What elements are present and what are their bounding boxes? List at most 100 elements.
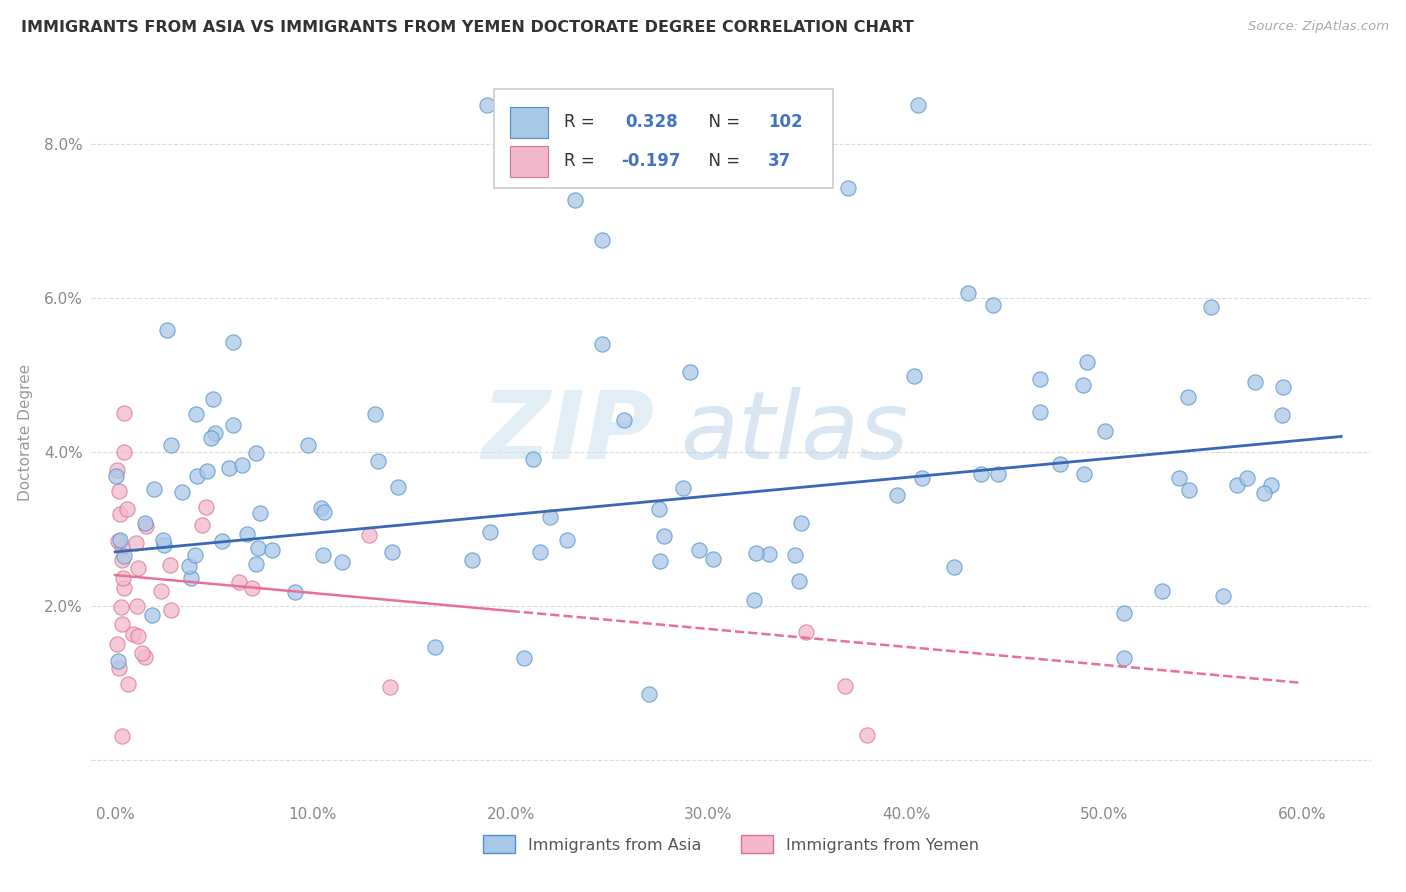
Point	[1212, 589, 1234, 603]
Point	[758, 548, 780, 562]
Point	[638, 687, 661, 701]
Point	[112, 445, 135, 459]
Point	[837, 181, 859, 195]
Point	[242, 581, 264, 595]
Point	[204, 425, 226, 440]
Text: -0.197: -0.197	[621, 152, 681, 169]
Text: Source: ZipAtlas.com: Source: ZipAtlas.com	[1249, 20, 1389, 33]
Point	[312, 505, 335, 519]
Point	[153, 538, 176, 552]
Point	[1177, 390, 1199, 404]
Point	[794, 625, 817, 640]
Point	[184, 548, 207, 562]
Bar	[510, 107, 548, 138]
Point	[222, 335, 245, 350]
Text: IMMIGRANTS FROM ASIA VS IMMIGRANTS FROM YEMEN DOCTORATE DEGREE CORRELATION CHART: IMMIGRANTS FROM ASIA VS IMMIGRANTS FROM …	[21, 20, 914, 35]
Point	[180, 571, 202, 585]
Text: 0.328: 0.328	[624, 112, 678, 131]
Point	[152, 533, 174, 548]
Point	[200, 431, 222, 445]
Text: R =: R =	[564, 152, 599, 169]
Point	[108, 533, 131, 548]
Point	[107, 533, 129, 548]
Point	[381, 544, 404, 558]
Point	[790, 516, 813, 530]
Point	[1167, 471, 1189, 485]
Point	[529, 544, 551, 558]
Point	[105, 463, 128, 477]
Point	[672, 482, 695, 496]
Point	[742, 592, 765, 607]
Point	[111, 553, 134, 567]
Point	[228, 575, 250, 590]
Point	[312, 549, 335, 563]
Point	[702, 551, 724, 566]
Point	[1150, 584, 1173, 599]
Point	[177, 559, 200, 574]
Point	[648, 501, 671, 516]
Point	[711, 139, 734, 153]
Point	[111, 729, 134, 743]
Point	[297, 438, 319, 452]
Point	[557, 533, 579, 547]
Point	[117, 676, 139, 690]
Point	[1114, 651, 1136, 665]
Point	[260, 542, 283, 557]
Text: 102: 102	[768, 112, 803, 131]
Point	[143, 482, 166, 496]
Point	[246, 541, 269, 555]
Point	[745, 546, 768, 560]
Point	[112, 406, 135, 420]
Point	[834, 679, 856, 693]
Point	[127, 560, 149, 574]
Point	[125, 599, 148, 614]
Point	[1226, 477, 1249, 491]
Point	[475, 98, 498, 112]
Point	[591, 337, 613, 351]
Point	[1114, 606, 1136, 620]
Point	[195, 500, 218, 514]
Point	[330, 555, 353, 569]
Point	[652, 529, 675, 543]
Point	[159, 603, 181, 617]
Point	[1253, 485, 1275, 500]
Point	[886, 488, 908, 502]
Point	[211, 533, 233, 548]
Point	[245, 446, 267, 460]
Point	[284, 584, 307, 599]
Point	[1244, 375, 1267, 389]
Point	[1236, 471, 1258, 485]
Point	[613, 413, 636, 427]
Text: 37: 37	[768, 152, 792, 169]
Point	[170, 484, 193, 499]
Point	[512, 650, 534, 665]
Point	[981, 298, 1004, 312]
Text: ZIP: ZIP	[481, 386, 654, 479]
Point	[785, 548, 807, 562]
Point	[231, 458, 253, 472]
Point	[956, 285, 979, 300]
Point	[111, 616, 134, 631]
Point	[134, 516, 156, 530]
Point	[787, 574, 810, 589]
Point	[1260, 478, 1282, 492]
Point	[903, 369, 925, 384]
Point	[479, 524, 502, 539]
Point	[425, 640, 447, 654]
Point	[564, 193, 586, 207]
FancyBboxPatch shape	[495, 89, 834, 187]
Point	[115, 502, 138, 516]
Y-axis label: Doctorate Degree: Doctorate Degree	[18, 364, 34, 501]
Point	[910, 471, 932, 485]
Bar	[510, 146, 548, 177]
Point	[159, 558, 181, 572]
Point	[110, 600, 132, 615]
Point	[1029, 405, 1052, 419]
Point	[907, 98, 929, 112]
Point	[149, 584, 172, 599]
Point	[942, 560, 965, 574]
Point	[309, 501, 332, 516]
Point	[522, 452, 544, 467]
Point	[112, 549, 135, 564]
Point	[135, 518, 157, 533]
